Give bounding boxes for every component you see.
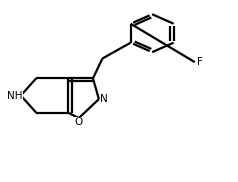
Text: O: O [75, 117, 83, 127]
Text: F: F [197, 57, 203, 67]
Text: NH: NH [7, 90, 23, 100]
Text: N: N [100, 94, 108, 104]
